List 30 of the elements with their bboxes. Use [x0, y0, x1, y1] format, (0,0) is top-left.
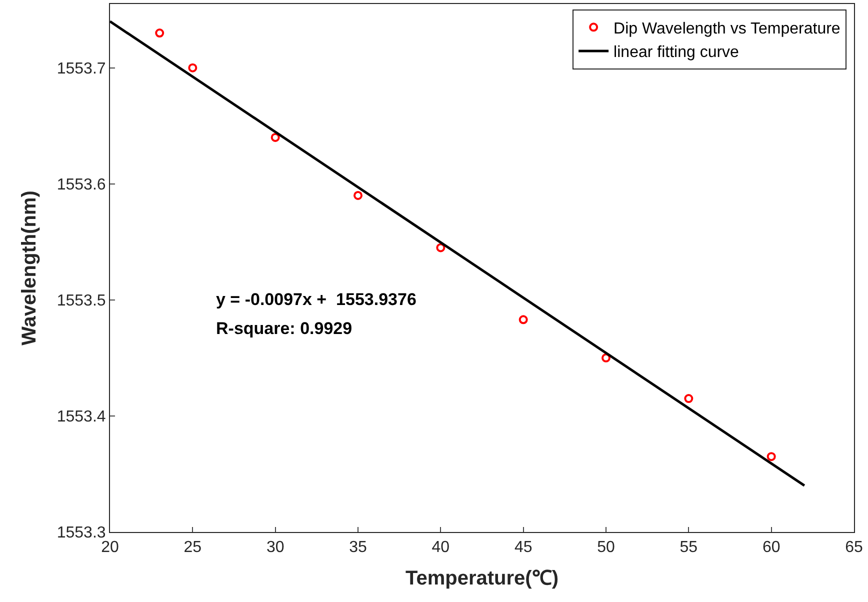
- x-axis-title: Temperature(℃): [406, 568, 558, 590]
- x-tick-label: 50: [597, 539, 615, 556]
- point: [270, 132, 280, 142]
- y-tick-label: 1553.7: [56, 60, 106, 78]
- point: [684, 394, 694, 404]
- x-tick-label: 30: [266, 539, 284, 556]
- legend-label: Dip Wavelength vs Temperature: [614, 20, 840, 38]
- annotation: y = -0.0097x + 1553.9376: [216, 290, 416, 309]
- y-tick-label: 1553.3: [56, 524, 106, 542]
- point: [518, 315, 528, 324]
- legend-label: linear fitting curve: [614, 44, 740, 62]
- y-axis-title: Wavelength(nm): [18, 190, 40, 346]
- x-tick-label: 65: [845, 539, 863, 556]
- x-tick-label: 45: [514, 539, 532, 556]
- y-tick-label: 1553.5: [56, 292, 106, 310]
- point: [436, 243, 446, 252]
- x-tick-label: 20: [101, 539, 119, 556]
- x-tick-label: 60: [762, 539, 780, 556]
- point: [354, 190, 362, 200]
- annotation: R-square: 0.9929: [216, 319, 352, 338]
- x-tick-label: 25: [184, 539, 202, 556]
- point: [155, 28, 164, 38]
- y-tick-label: 1553.4: [56, 408, 106, 426]
- point: [602, 353, 610, 362]
- x-tick-label: 40: [432, 539, 450, 556]
- x-tick-label: 55: [680, 539, 698, 556]
- point: [188, 63, 198, 72]
- y-tick-label: 1553.6: [56, 176, 106, 194]
- x-tick-label: 35: [349, 539, 367, 556]
- point: [766, 452, 776, 462]
